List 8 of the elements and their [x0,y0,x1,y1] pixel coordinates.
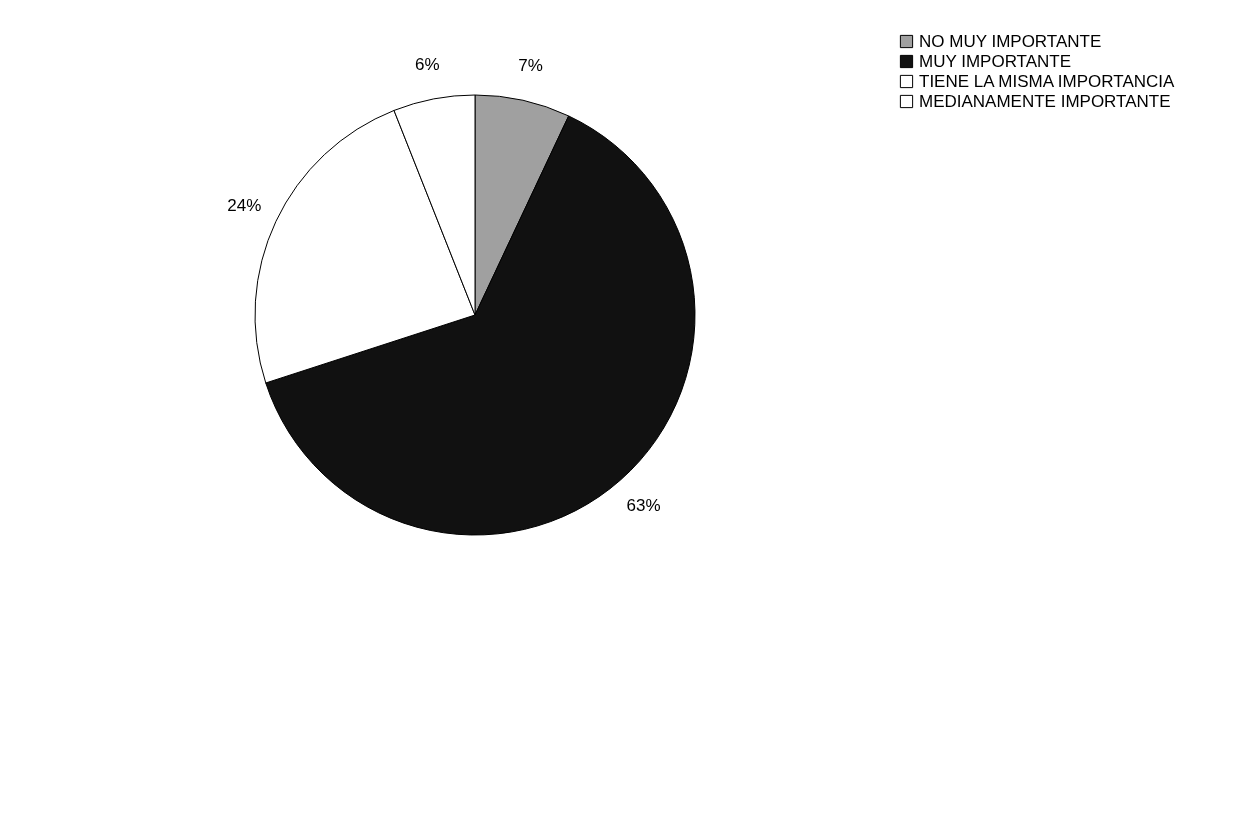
data-label: 7% [518,56,543,76]
legend-label: NO MUY IMPORTANTE [919,31,1102,51]
legend-label: MEDIANAMENTE IMPORTANTE [919,91,1171,111]
data-label: 24% [227,196,262,216]
data-label: 63% [626,496,661,516]
legend-label: MUY IMPORTANTE [919,51,1072,71]
data-label: 6% [414,54,440,74]
legend-label: TIENE LA MISMA IMPORTANCIA [919,71,1176,91]
